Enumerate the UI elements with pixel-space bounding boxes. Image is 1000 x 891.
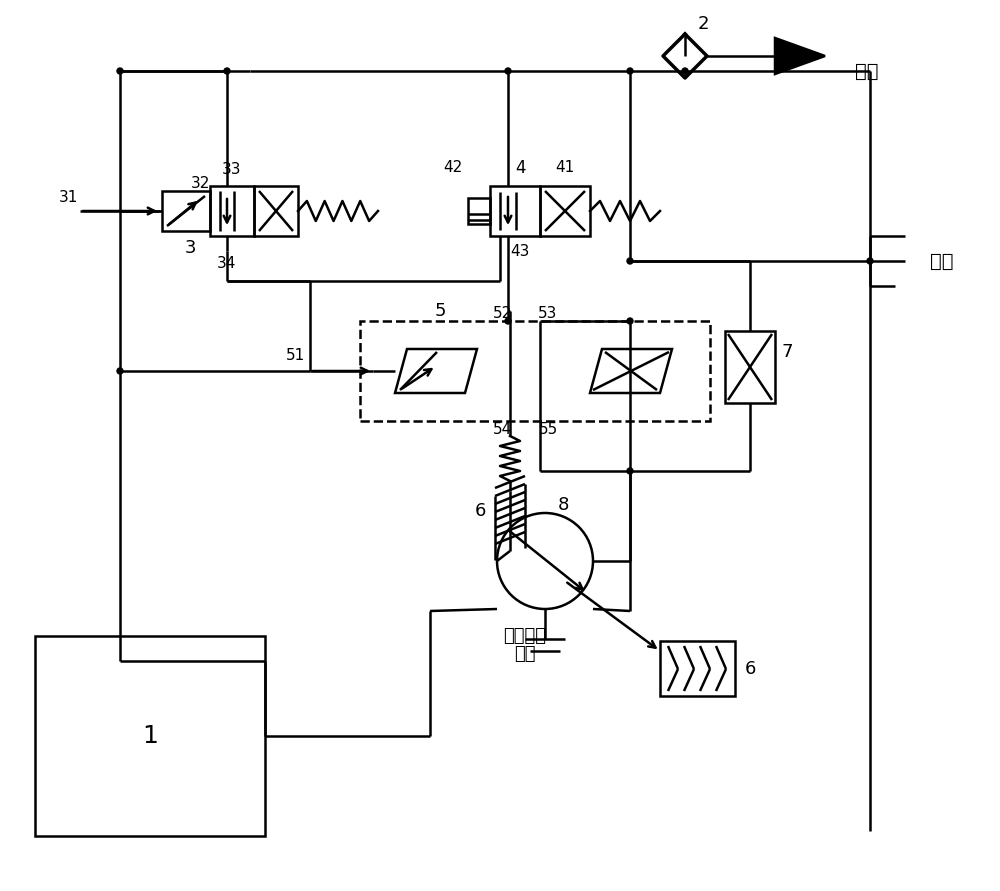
Text: 55: 55 [538,421,558,437]
Circle shape [117,368,123,374]
Text: 7: 7 [781,343,793,361]
Text: 6: 6 [474,502,486,520]
Text: 2: 2 [697,15,709,33]
Text: 34: 34 [217,256,237,271]
Circle shape [505,68,511,74]
Text: 31: 31 [58,191,78,206]
Text: 42: 42 [443,160,462,176]
Bar [210,186,254,236]
Circle shape [627,258,633,264]
Bar [468,198,490,224]
Text: 4: 4 [515,159,525,177]
Text: 8: 8 [557,496,569,514]
Text: 5: 5 [434,302,446,320]
Text: 旋转运动: 旋转运动 [504,627,546,645]
Circle shape [224,68,230,74]
Text: 回油: 回油 [930,251,954,271]
Circle shape [627,318,633,324]
Bar [162,191,210,231]
Bar [360,321,710,421]
Text: 43: 43 [510,244,530,259]
Polygon shape [775,38,825,74]
Bar [490,186,540,236]
Bar [254,186,298,236]
Bar [35,636,265,836]
Text: 机枃: 机枃 [514,645,536,663]
Circle shape [867,258,873,264]
Bar [540,186,590,236]
Text: 53: 53 [538,306,558,321]
Circle shape [682,68,688,74]
Text: 52: 52 [492,306,512,321]
Text: 6: 6 [745,660,756,678]
Text: 33: 33 [222,162,242,177]
Circle shape [627,68,633,74]
Bar [725,331,775,403]
Circle shape [627,468,633,474]
Bar [660,641,735,696]
Text: 32: 32 [190,176,210,192]
Circle shape [117,68,123,74]
Text: 供油: 供油 [855,61,879,80]
Circle shape [505,318,511,324]
Text: 41: 41 [555,160,575,176]
Text: 51: 51 [286,348,305,364]
Text: 54: 54 [492,421,512,437]
Text: 1: 1 [142,724,158,748]
Text: 3: 3 [184,239,196,257]
